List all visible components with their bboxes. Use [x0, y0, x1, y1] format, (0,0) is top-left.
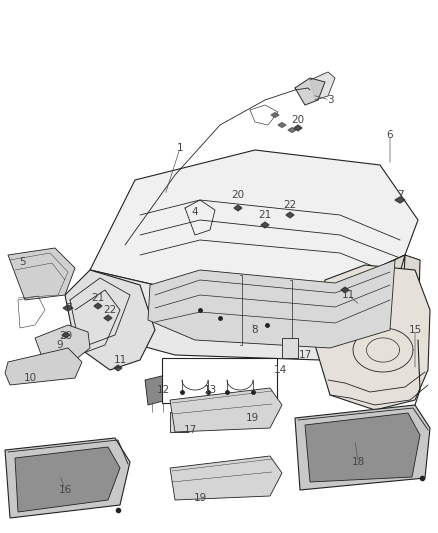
Polygon shape — [310, 72, 335, 100]
Text: 13: 13 — [203, 385, 217, 395]
Text: 21: 21 — [258, 210, 272, 220]
Text: 10: 10 — [24, 373, 36, 383]
Polygon shape — [170, 456, 282, 500]
Polygon shape — [271, 112, 279, 117]
Text: 5: 5 — [19, 257, 25, 267]
Text: 12: 12 — [156, 385, 170, 395]
Bar — [162, 358, 277, 403]
Text: 9: 9 — [57, 340, 64, 350]
Bar — [282, 338, 298, 358]
Polygon shape — [148, 260, 395, 348]
Polygon shape — [305, 413, 420, 482]
Polygon shape — [261, 222, 269, 228]
Polygon shape — [90, 150, 418, 285]
Text: 19: 19 — [245, 413, 258, 423]
Text: 17: 17 — [298, 350, 311, 360]
Polygon shape — [295, 405, 430, 490]
Polygon shape — [35, 325, 90, 365]
Polygon shape — [114, 365, 122, 371]
Polygon shape — [185, 200, 215, 235]
Polygon shape — [340, 255, 420, 365]
Polygon shape — [145, 368, 197, 405]
Text: 11: 11 — [341, 290, 355, 300]
Text: 20: 20 — [231, 190, 244, 200]
Polygon shape — [170, 388, 282, 432]
Text: 7: 7 — [65, 303, 71, 313]
Polygon shape — [15, 447, 120, 512]
Text: 8: 8 — [252, 325, 258, 335]
Text: 3: 3 — [327, 95, 333, 105]
Polygon shape — [294, 125, 302, 131]
Polygon shape — [104, 315, 112, 321]
Polygon shape — [65, 270, 155, 370]
Polygon shape — [5, 348, 82, 385]
Polygon shape — [395, 197, 405, 203]
Text: 21: 21 — [92, 293, 105, 303]
Text: 14: 14 — [273, 365, 286, 375]
Text: 15: 15 — [408, 325, 422, 335]
Bar — [170, 412, 186, 432]
Text: 1: 1 — [177, 143, 184, 153]
Text: 19: 19 — [193, 493, 207, 503]
Text: 22: 22 — [103, 305, 117, 315]
Polygon shape — [90, 255, 418, 365]
Text: 16: 16 — [58, 485, 72, 495]
Text: 22: 22 — [283, 200, 297, 210]
Text: 6: 6 — [387, 130, 393, 140]
Polygon shape — [234, 205, 242, 211]
Text: 20: 20 — [60, 331, 73, 341]
Polygon shape — [5, 438, 130, 518]
Text: 7: 7 — [397, 190, 403, 200]
Polygon shape — [288, 127, 296, 132]
Polygon shape — [278, 123, 286, 127]
Polygon shape — [341, 287, 349, 293]
Polygon shape — [94, 303, 102, 309]
Text: 11: 11 — [113, 355, 127, 365]
Polygon shape — [62, 332, 70, 338]
Text: 20: 20 — [291, 115, 304, 125]
Text: 18: 18 — [351, 457, 364, 467]
Polygon shape — [286, 212, 294, 218]
Polygon shape — [63, 305, 73, 311]
Polygon shape — [8, 248, 75, 300]
Text: 17: 17 — [184, 425, 197, 435]
Polygon shape — [295, 78, 325, 105]
Polygon shape — [315, 265, 430, 410]
Text: 4: 4 — [192, 207, 198, 217]
